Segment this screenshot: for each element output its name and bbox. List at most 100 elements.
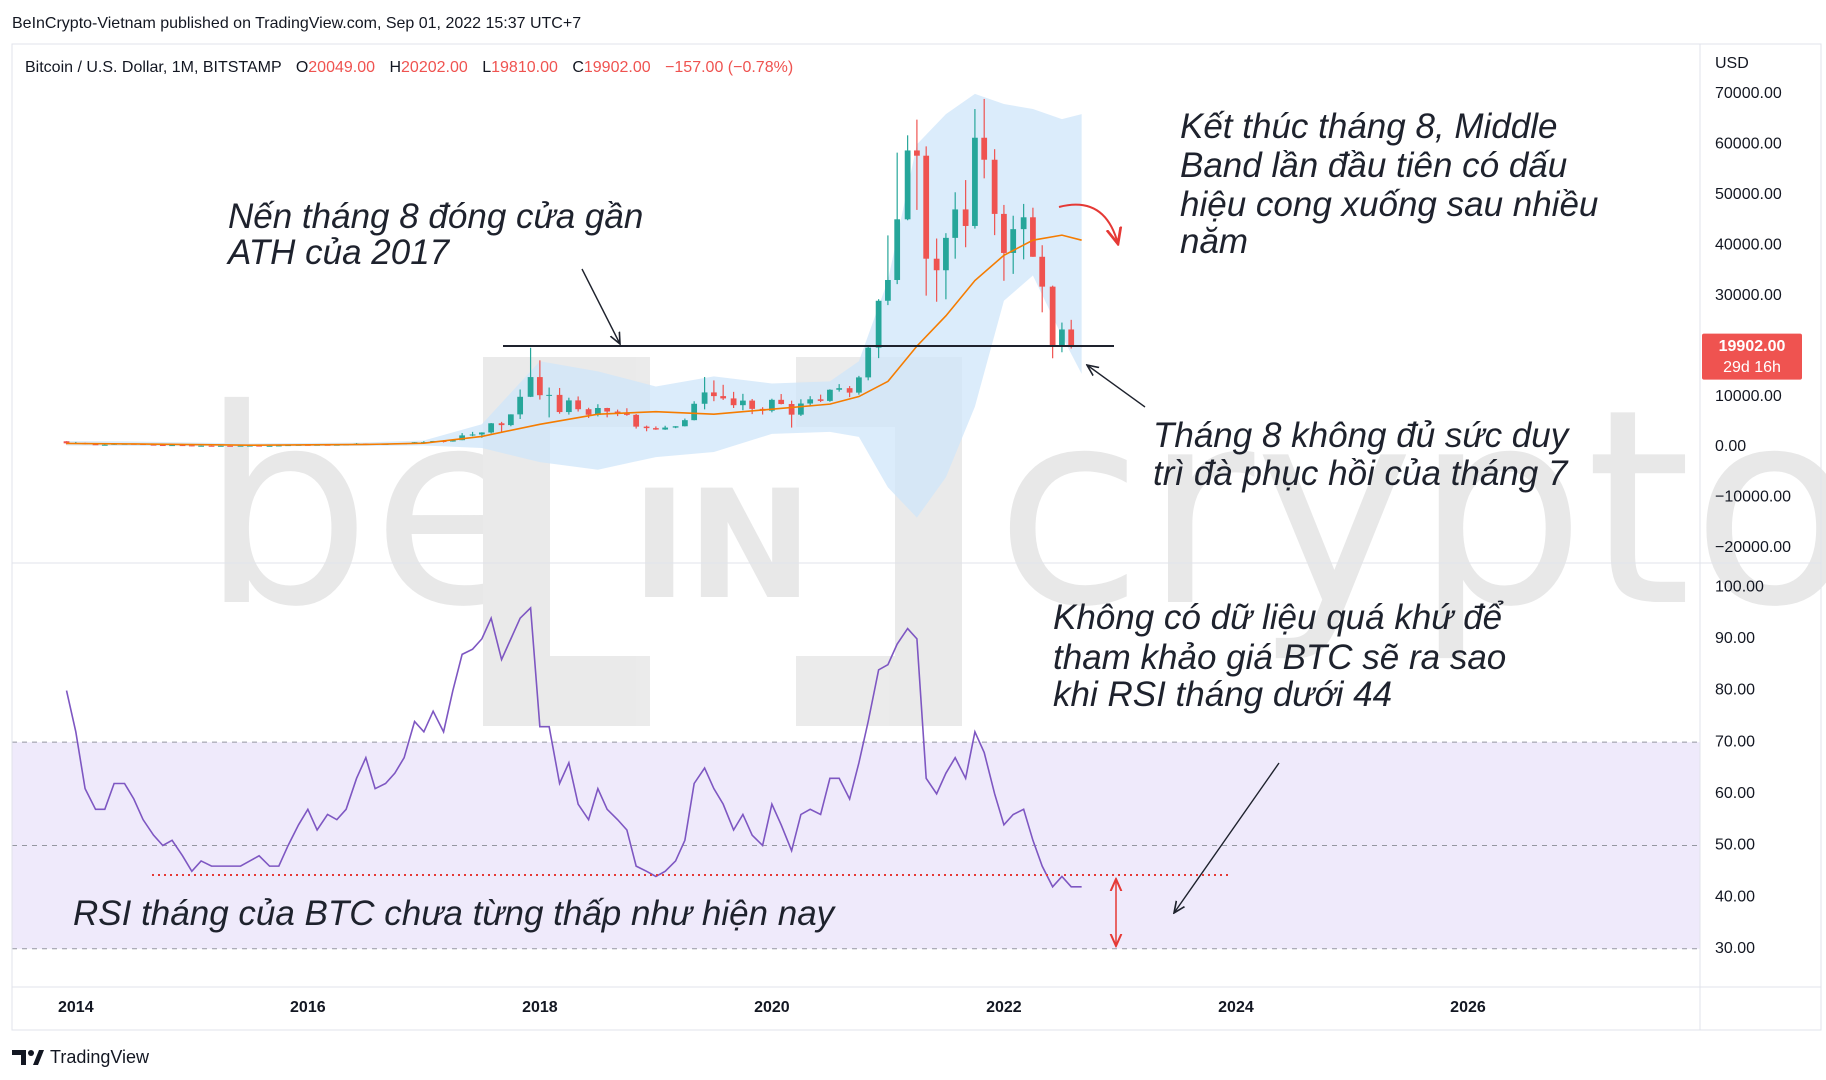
candle-body	[904, 150, 911, 220]
y-tick-label: 40000.00	[1715, 236, 1782, 253]
frame	[11, 43, 1822, 1031]
candle-body	[1039, 256, 1046, 287]
candle-body	[856, 377, 862, 393]
candle-body	[972, 137, 978, 226]
annotation: RSI tháng của BTC chưa từng thấp như hiệ…	[73, 894, 837, 933]
annotation: hiệu cong xuống sau nhiều	[1180, 185, 1598, 224]
candle-body	[817, 399, 824, 401]
candle-body	[237, 445, 244, 447]
rsi-tick-label: 50.00	[1715, 837, 1755, 854]
candle-body	[662, 427, 669, 430]
price-pane	[63, 93, 1085, 518]
candle-body	[614, 411, 621, 414]
footer-logo	[12, 1050, 44, 1065]
legend-value: 20049.00	[308, 59, 375, 76]
candle-body	[527, 377, 534, 397]
x-tick-label: 2024	[1218, 999, 1254, 1016]
watermark-in: IN	[631, 459, 812, 633]
x-tick-label: 2018	[522, 999, 558, 1016]
candle-body	[885, 279, 891, 301]
price-label-box	[1702, 333, 1802, 380]
candle-body	[517, 396, 524, 415]
candle-body	[159, 445, 166, 447]
candle-body	[778, 399, 785, 405]
candle-body	[769, 399, 775, 411]
candle-body	[246, 445, 253, 447]
y-tick-label: 70000.00	[1715, 85, 1782, 102]
price-countdown: 29d 16h	[1723, 359, 1781, 376]
y-tick-label: 50000.00	[1715, 186, 1782, 203]
annotation: Tháng 8 không đủ sức duy	[1153, 416, 1571, 455]
candle-body	[198, 445, 204, 447]
candle-body	[633, 414, 640, 427]
legend-label: H	[389, 59, 401, 76]
candle-body	[846, 388, 853, 393]
rsi-tick-label: 30.00	[1715, 940, 1755, 957]
candle-body	[507, 414, 514, 426]
curved-arrow	[1058, 203, 1118, 244]
candle-body	[565, 400, 572, 413]
annotation: ATH của 2017	[226, 233, 451, 272]
rsi-tick-label: 100.00	[1715, 578, 1764, 595]
y-tick-label: −20000.00	[1715, 539, 1791, 556]
candle-body	[169, 445, 175, 447]
candle-body	[807, 399, 814, 404]
candle-body	[798, 403, 804, 415]
candle-body	[469, 434, 476, 436]
candle-body	[933, 258, 940, 271]
candle-body	[894, 219, 901, 280]
candle-body	[730, 398, 737, 406]
bollinger-band	[66, 93, 1082, 518]
candle-body	[478, 432, 485, 435]
legend-line: Bitcoin / U.S. Dollar, 1M, BITSTAMP O200…	[25, 59, 793, 76]
candle-body	[720, 396, 727, 399]
rsi-tick-label: 70.00	[1715, 733, 1755, 750]
x-tick-label: 2016	[290, 999, 326, 1016]
x-tick-label: 2026	[1450, 999, 1486, 1016]
watermark-crypto: crypto	[995, 351, 1826, 666]
candle-body	[217, 445, 224, 447]
candle-body	[101, 444, 108, 446]
symbol: Bitcoin / U.S. Dollar, 1M, BITSTAMP	[25, 59, 281, 76]
legend-label: L	[482, 59, 491, 76]
candle-body	[875, 300, 882, 348]
y-tick-label: 0.00	[1715, 438, 1746, 455]
annotation: trì đà phục hồi của tháng 7	[1153, 454, 1569, 493]
candle-body	[188, 445, 195, 447]
candle-body	[459, 435, 466, 441]
candle-body	[536, 377, 543, 396]
candle-body	[1020, 217, 1027, 230]
candle-body	[643, 426, 650, 429]
legend-value: 19902.00	[584, 59, 651, 76]
candle-body	[952, 209, 959, 238]
candle-body	[672, 426, 679, 428]
legend-label: O	[296, 59, 308, 76]
legend-value: 19810.00	[491, 59, 558, 76]
candle-body	[1049, 286, 1056, 347]
candle-body	[749, 400, 756, 409]
candle-body	[449, 440, 456, 442]
y-tick-label: 10000.00	[1715, 388, 1782, 405]
candle-body	[991, 159, 998, 214]
rsi-tick-label: 60.00	[1715, 785, 1755, 802]
y-tick-label: 30000.00	[1715, 287, 1782, 304]
candle-body	[711, 392, 717, 397]
rsi-tick-label: 40.00	[1715, 888, 1755, 905]
candle-body	[865, 347, 872, 378]
candle-body	[150, 444, 157, 446]
candle-body	[788, 404, 795, 415]
legend-value: 20202.00	[401, 59, 468, 76]
axes: −20000.00−10000.000.0010000.0020000.0030…	[58, 85, 1802, 1016]
annotation: tham khảo giá BTC sẽ ra sao	[1053, 638, 1506, 677]
candle-body	[827, 389, 833, 401]
candle-body	[498, 423, 505, 426]
candle-body	[266, 445, 273, 447]
candle-body	[923, 155, 930, 259]
candle-body	[585, 409, 592, 415]
candle-body	[575, 400, 582, 410]
candle-body	[1059, 329, 1065, 347]
candle-body	[604, 408, 611, 412]
middle-band	[66, 234, 1082, 447]
candle-body	[92, 444, 99, 446]
arrow	[1174, 762, 1280, 913]
